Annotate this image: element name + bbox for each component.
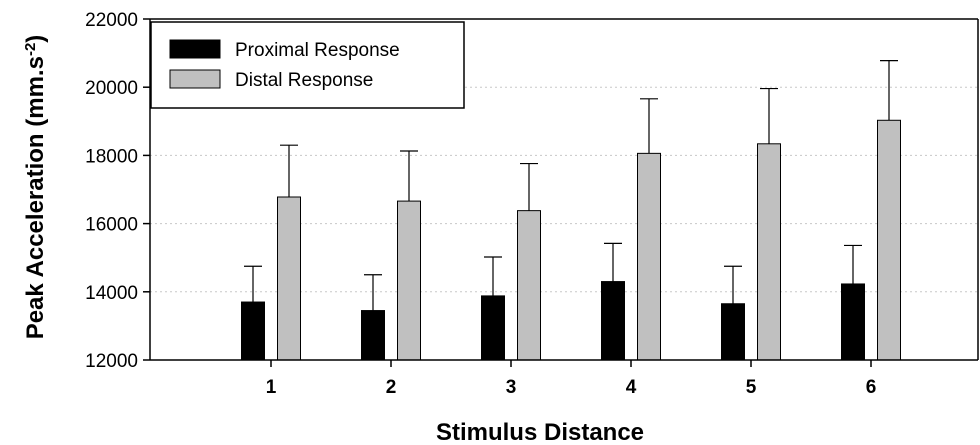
grid-lines <box>150 86 978 293</box>
tick-labels: 12000 14000 16000 18000 20000 22000 1 2 3 4 5 6 <box>85 10 876 398</box>
y-tick-label: 16000 <box>85 215 138 236</box>
axes <box>143 18 979 367</box>
bar-distal <box>757 143 781 361</box>
legend-swatch-distal <box>169 69 221 89</box>
bar-proximal <box>241 301 265 361</box>
y-tick-label: 14000 <box>85 283 138 304</box>
bar-proximal <box>841 283 865 361</box>
x-tick-label: 1 <box>266 377 277 398</box>
y-axis-title: Peak Acceleration (mm.s-2) <box>22 35 50 340</box>
y-axis-title-superscript: -2 <box>22 43 39 56</box>
bar-distal <box>277 196 301 361</box>
bars <box>241 60 901 361</box>
x-tick-label: 3 <box>506 377 517 398</box>
bar-distal <box>877 119 901 361</box>
bar-distal <box>397 200 421 361</box>
legend-label-proximal: Proximal Response <box>235 40 400 61</box>
legend-label-distal: Distal Response <box>235 70 373 91</box>
x-tick-label: 5 <box>746 377 757 398</box>
bar-proximal <box>361 310 385 361</box>
bar-distal <box>517 210 541 361</box>
legend: Proximal Response Distal Response <box>150 21 465 109</box>
y-tick-label: 18000 <box>85 146 138 167</box>
x-axis-title: Stimulus Distance <box>436 419 644 445</box>
legend-swatch-proximal <box>169 39 221 59</box>
x-tick-label: 4 <box>626 377 637 398</box>
y-tick-label: 20000 <box>85 78 138 99</box>
bar-distal <box>637 152 661 361</box>
legend-box <box>150 21 465 109</box>
bar-proximal <box>721 303 745 361</box>
x-tick-label: 2 <box>386 377 397 398</box>
y-tick-label: 12000 <box>85 351 138 372</box>
bar-proximal <box>601 281 625 361</box>
x-tick-label: 6 <box>866 377 877 398</box>
y-tick-label: 22000 <box>85 10 138 31</box>
bar-proximal <box>481 295 505 361</box>
